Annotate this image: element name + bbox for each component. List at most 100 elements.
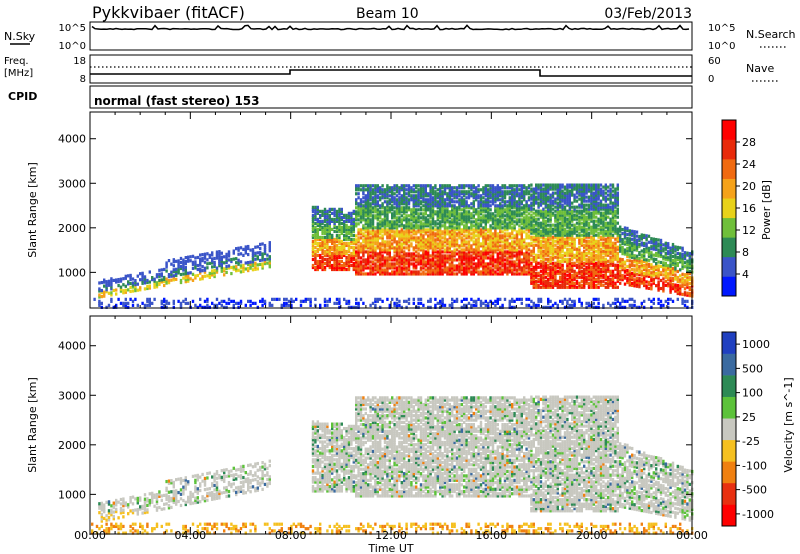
power-cell [583, 227, 586, 231]
power-cell [455, 226, 459, 230]
power-cell [511, 299, 514, 303]
power-cell [515, 244, 519, 248]
power-cell [482, 232, 485, 236]
power-cell [388, 250, 391, 254]
power-cell [523, 220, 526, 224]
power-cell [388, 198, 391, 202]
power-cell [400, 254, 403, 258]
power-cell [537, 203, 540, 207]
power-cell [472, 250, 475, 254]
power-cell [511, 220, 514, 224]
power-cell [405, 246, 408, 250]
power-cell [547, 237, 550, 241]
power-cell [583, 245, 586, 249]
power-cell [429, 230, 432, 234]
power-cell [571, 209, 574, 213]
power-cell [547, 283, 550, 287]
power-cell [465, 262, 468, 266]
power-cell [583, 229, 586, 233]
power-cell [549, 251, 552, 255]
power-cell [592, 267, 595, 271]
power-cell [347, 225, 351, 230]
power-cell [393, 258, 396, 262]
power-cell [391, 244, 394, 248]
power-cell [110, 277, 113, 281]
power-cell [566, 273, 569, 277]
power-cell [587, 301, 591, 305]
power-cell [184, 301, 187, 305]
power-cell [436, 264, 439, 268]
power-cell [556, 219, 559, 223]
power-cell [194, 262, 197, 266]
power-cell [383, 214, 387, 218]
power-cell [566, 243, 569, 247]
power-cell [499, 222, 502, 226]
power-cell [211, 259, 214, 263]
power-cell [530, 215, 533, 219]
power-cell [338, 207, 341, 211]
power-cell [539, 297, 543, 301]
power-cell [268, 263, 271, 267]
power-cell [316, 253, 319, 258]
power-cell [580, 185, 583, 189]
power-cell [568, 213, 571, 217]
power-cell [280, 303, 283, 307]
power-cell [431, 202, 435, 206]
power-cell [544, 189, 547, 193]
power-cell [520, 232, 523, 236]
power-cell [431, 248, 435, 252]
power-cell [539, 235, 543, 239]
power-cell [561, 265, 564, 269]
power-cell [453, 212, 456, 216]
power-cell [537, 271, 540, 275]
power-cell [429, 190, 432, 194]
power-cell [525, 246, 528, 250]
power-cell [561, 197, 564, 201]
power-cell [364, 200, 367, 204]
power-cell [434, 202, 437, 206]
power-cell [477, 206, 480, 210]
power-cell [359, 206, 363, 210]
power-cell [431, 242, 435, 246]
power-cell [571, 201, 574, 205]
power-cell [470, 264, 473, 268]
power-cell [422, 303, 425, 307]
power-cell [566, 211, 569, 215]
power-cell [590, 231, 593, 235]
power-cell [115, 292, 118, 296]
power-cell [388, 226, 391, 230]
power-cell [496, 256, 499, 260]
power-cell [475, 234, 478, 238]
power-cell [163, 279, 166, 284]
power-cell [254, 265, 257, 269]
power-cell [501, 258, 504, 262]
power-cell [544, 221, 547, 225]
power-cell [326, 247, 329, 252]
power-cell [489, 230, 492, 234]
power-cell [419, 266, 423, 270]
power-cell [532, 285, 535, 289]
power-cell [340, 245, 343, 250]
power-cell [477, 204, 480, 208]
power-cell [345, 223, 348, 228]
power-cell [127, 288, 130, 292]
power-cell [419, 212, 423, 216]
power-cell [441, 270, 444, 274]
power-cell [412, 272, 415, 276]
power-cell [427, 194, 430, 198]
power-cell [559, 203, 562, 207]
power-cell [477, 262, 480, 266]
power-cell [439, 224, 442, 228]
power-cell [573, 217, 576, 221]
power-cell [489, 262, 492, 266]
power-cell [352, 263, 355, 268]
power-cell [400, 224, 403, 228]
power-cell [530, 183, 533, 187]
power-cell [566, 247, 569, 251]
power-cell [311, 215, 315, 219]
power-cell [525, 216, 528, 220]
power-cell [446, 196, 449, 200]
power-cell [371, 192, 375, 196]
power-cell [451, 262, 454, 266]
power-cell [367, 214, 370, 218]
